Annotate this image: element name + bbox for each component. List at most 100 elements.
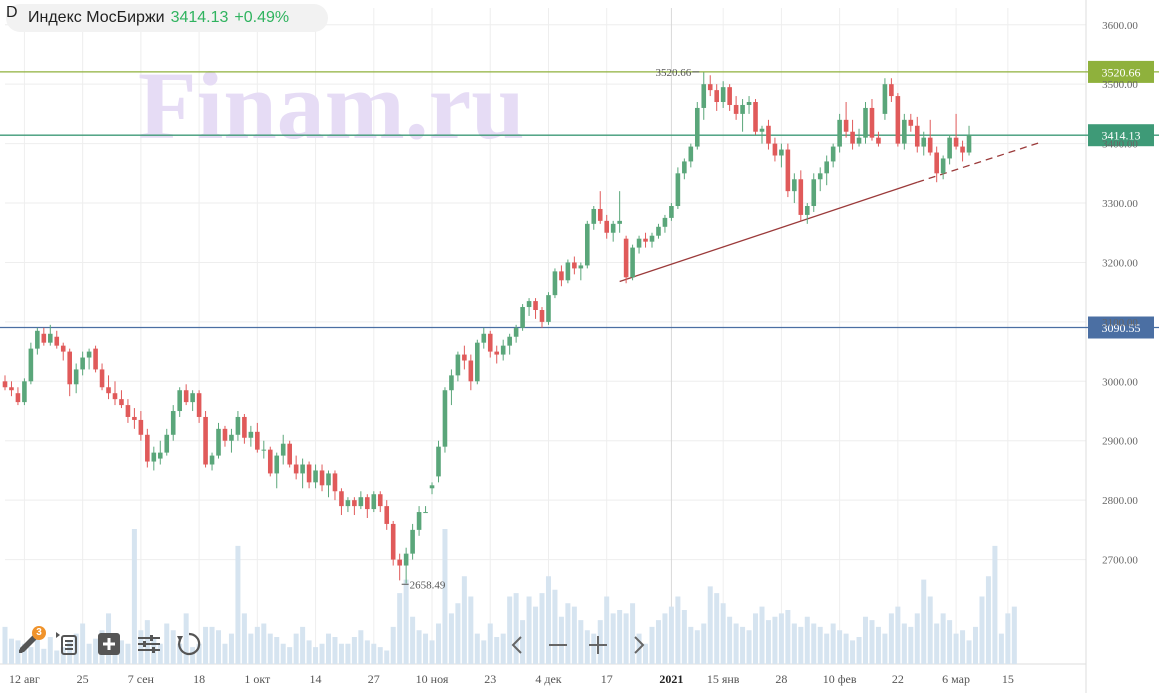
candle-up[interactable] xyxy=(22,381,27,403)
candle-down[interactable] xyxy=(539,310,545,322)
candle-down[interactable] xyxy=(397,559,402,566)
candle-down[interactable] xyxy=(132,416,137,420)
candle-up[interactable] xyxy=(617,220,622,224)
candle-down[interactable] xyxy=(707,84,713,91)
candle-down[interactable] xyxy=(183,390,189,403)
trendline[interactable] xyxy=(619,141,1041,283)
candle-down[interactable] xyxy=(850,131,855,144)
candle-up[interactable] xyxy=(701,84,707,108)
candle-up[interactable] xyxy=(520,307,525,328)
candle-down[interactable] xyxy=(365,497,370,510)
candle-up[interactable] xyxy=(280,443,286,456)
candle-up[interactable] xyxy=(235,416,241,435)
candle-down[interactable] xyxy=(242,416,247,438)
candle-up[interactable] xyxy=(507,336,512,346)
candle-up[interactable] xyxy=(481,333,487,343)
candle-up[interactable] xyxy=(157,452,163,459)
candle-down[interactable] xyxy=(384,506,390,524)
candle-up[interactable] xyxy=(300,464,305,474)
candle-down[interactable] xyxy=(106,387,111,394)
candle-up[interactable] xyxy=(86,351,92,358)
candle-down[interactable] xyxy=(99,369,105,388)
candle-up[interactable] xyxy=(824,161,829,174)
candle-up[interactable] xyxy=(947,137,952,159)
candle-down[interactable] xyxy=(255,431,260,450)
candle-up[interactable] xyxy=(565,262,571,281)
candle-up[interactable] xyxy=(882,84,888,114)
candle-up[interactable] xyxy=(274,455,280,474)
candle-up[interactable] xyxy=(500,345,506,355)
candle-down[interactable] xyxy=(953,137,959,147)
candle-down[interactable] xyxy=(876,137,881,144)
candle-down[interactable] xyxy=(352,500,357,507)
candle-down[interactable] xyxy=(914,125,920,147)
candle-up[interactable] xyxy=(80,357,85,370)
candle-down[interactable] xyxy=(843,119,849,132)
zoom-out-icon[interactable] xyxy=(543,630,573,660)
candle-down[interactable] xyxy=(54,336,60,346)
candle-up[interactable] xyxy=(449,375,454,391)
candle-down[interactable] xyxy=(559,271,564,281)
candle-down[interactable] xyxy=(643,238,648,242)
candle-down[interactable] xyxy=(377,494,383,507)
candle-down[interactable] xyxy=(895,96,901,144)
add-indicator-icon[interactable] xyxy=(94,629,124,659)
candle-up[interactable] xyxy=(578,265,584,269)
candle-down[interactable] xyxy=(766,125,771,144)
candle-down[interactable] xyxy=(119,399,124,406)
candle-up[interactable] xyxy=(863,107,868,138)
candle-up[interactable] xyxy=(837,119,842,147)
chevron-down-icon[interactable] xyxy=(6,4,328,32)
candle-up[interactable] xyxy=(436,446,441,477)
candle-down[interactable] xyxy=(293,464,299,474)
candle-up[interactable] xyxy=(28,348,34,382)
candle-down[interactable] xyxy=(927,137,933,153)
candle-down[interactable] xyxy=(287,443,292,465)
candle-down[interactable] xyxy=(339,491,344,507)
candle-up[interactable] xyxy=(313,470,318,483)
candle-down[interactable] xyxy=(390,523,396,560)
candle-up[interactable] xyxy=(164,434,170,453)
candle-down[interactable] xyxy=(798,179,804,215)
candle-up[interactable] xyxy=(630,247,635,278)
candle-down[interactable] xyxy=(772,143,778,156)
candle-up[interactable] xyxy=(216,428,221,456)
candle-up[interactable] xyxy=(546,295,551,322)
candle-up[interactable] xyxy=(746,102,752,105)
candle-up[interactable] xyxy=(455,354,461,376)
candle-down[interactable] xyxy=(727,87,732,105)
candle-up[interactable] xyxy=(35,330,40,349)
candle-down[interactable] xyxy=(93,348,98,370)
candle-down[interactable] xyxy=(487,333,493,352)
candle-down[interactable] xyxy=(332,473,338,492)
candle-down[interactable] xyxy=(15,393,21,403)
horizontal-levels[interactable]: 3520.66 3414.13 3090.55 xyxy=(0,60,1159,339)
candle-up[interactable] xyxy=(326,473,331,486)
candle-up[interactable] xyxy=(940,158,946,174)
candle-up[interactable] xyxy=(151,452,157,462)
candle-down[interactable] xyxy=(733,104,739,114)
candle-down[interactable] xyxy=(889,84,894,97)
trend-line[interactable] xyxy=(619,181,918,283)
candle-up[interactable] xyxy=(720,87,726,103)
candle-up[interactable] xyxy=(248,431,254,438)
candle-up[interactable] xyxy=(513,327,519,337)
candles[interactable] xyxy=(2,72,972,584)
candle-up[interactable] xyxy=(410,529,415,554)
candle-up[interactable] xyxy=(966,135,972,153)
candle-up[interactable] xyxy=(416,512,422,530)
pencil-icon[interactable]: 3 xyxy=(14,626,46,658)
candle-down[interactable] xyxy=(960,146,965,153)
candle-down[interactable] xyxy=(604,220,610,233)
candle-up[interactable] xyxy=(682,161,687,174)
candle-up[interactable] xyxy=(759,128,765,132)
candle-up[interactable] xyxy=(811,179,817,207)
candle-up[interactable] xyxy=(694,107,700,147)
timeframe-selector[interactable]: D xyxy=(6,4,18,21)
candle-down[interactable] xyxy=(908,119,914,126)
candle-down[interactable] xyxy=(597,208,603,221)
candle-up[interactable] xyxy=(656,226,661,236)
candle-up[interactable] xyxy=(229,434,234,441)
candle-down[interactable] xyxy=(203,416,208,465)
